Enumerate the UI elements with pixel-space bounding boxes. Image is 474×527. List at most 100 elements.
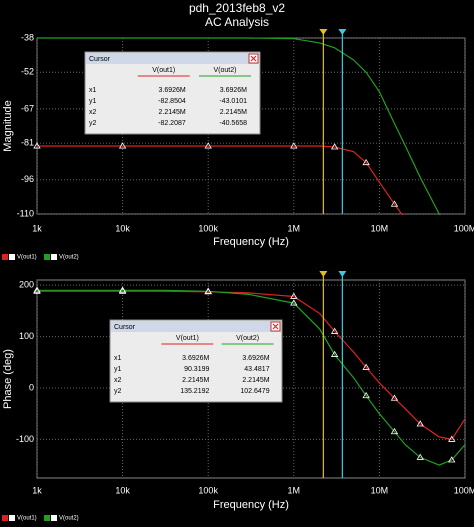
point-marker: [330, 327, 339, 334]
y-tick-label: -110: [17, 208, 34, 218]
cursor-handle[interactable]: [319, 29, 328, 35]
cursor-handle[interactable]: [338, 29, 347, 35]
cursor-box: [109, 319, 283, 403]
legend-label: V(out2): [59, 516, 79, 522]
column-header: V(out2): [214, 67, 237, 74]
row-label: y1: [114, 366, 122, 373]
legend-swatch: [2, 254, 8, 260]
x-tick-label: 10M: [371, 223, 389, 233]
cursor-value: 2.2145M: [242, 377, 269, 384]
point-marker: [330, 143, 339, 150]
x-tick-label: 100k: [198, 485, 218, 495]
point-marker: [448, 456, 456, 463]
cursor-value: 3.6926M: [159, 87, 186, 94]
close-button[interactable]: [270, 321, 281, 332]
point-marker: [204, 287, 212, 294]
close-button[interactable]: [248, 53, 259, 64]
y-tick-label: -67: [21, 103, 34, 113]
column-header: V(out1): [176, 335, 199, 342]
cursor-value: -43.0101: [219, 98, 247, 105]
x-tick-label: 100M: [454, 485, 474, 495]
point-marker: [290, 142, 298, 149]
point-marker: [390, 427, 399, 435]
cursor-value: 3.6926M: [182, 355, 209, 362]
cursor-value: 2.2145M: [220, 109, 247, 116]
x-tick-label: 1k: [32, 223, 42, 233]
point-marker: [416, 453, 424, 460]
y-tick-label: -96: [21, 174, 34, 184]
legend-label: V(out1): [17, 516, 37, 522]
point-marker: [362, 158, 370, 166]
y-tick-label: 0: [29, 382, 34, 392]
cursor-value: 102.6479: [240, 388, 269, 395]
point-marker: [118, 142, 127, 149]
cursor-value: -40.5658: [219, 120, 247, 127]
cursor-box-titlebar: [86, 53, 259, 64]
point-marker: [290, 292, 298, 299]
x-tick-label: 1M: [288, 485, 301, 495]
cursor-box-title: Cursor: [89, 56, 111, 63]
point-marker: [33, 286, 41, 293]
cursor-handle[interactable]: [338, 271, 347, 277]
cursor-box-title: Cursor: [114, 324, 136, 331]
row-label: x2: [114, 377, 122, 384]
y-axis-label: Magnitude: [2, 100, 14, 151]
point-marker: [362, 391, 370, 399]
legend-check: [51, 515, 57, 521]
cursor-value: 3.6926M: [220, 87, 247, 94]
cursor-box-titlebar: [111, 321, 281, 332]
x-tick-label: 100M: [454, 223, 474, 233]
row-label: x2: [89, 109, 97, 116]
legend-check: [9, 254, 15, 260]
y-tick-label: -81: [21, 137, 34, 147]
y-tick-label: -52: [21, 67, 34, 77]
series-line: [37, 145, 404, 215]
y-axis-label: Phase (deg): [2, 349, 14, 409]
legend-label: V(out1): [17, 255, 37, 261]
cursor-value: 90.3199: [184, 366, 209, 373]
column-header: V(out1): [152, 67, 175, 74]
cursor-value: -82.2087: [158, 120, 186, 127]
point-marker: [204, 142, 212, 149]
y-tick-label: -38: [21, 32, 34, 42]
cursor-value: 3.6926M: [242, 355, 269, 362]
point-marker: [33, 142, 41, 149]
point-marker: [416, 420, 424, 427]
row-label: y2: [114, 388, 122, 395]
window-title: pdh_2013feb8_v2: [189, 1, 285, 15]
close-x: [272, 323, 279, 330]
legend-swatch: [2, 515, 8, 521]
y-tick-label: -100: [16, 434, 34, 444]
legend-label: V(out2): [59, 255, 79, 261]
legend-check: [51, 254, 57, 260]
series-line: [37, 289, 465, 466]
cursor-value: 135.2192: [180, 388, 209, 395]
column-header: V(out2): [236, 335, 259, 342]
cursor-handle[interactable]: [319, 271, 328, 277]
cursor-box: [84, 51, 261, 135]
point-marker: [390, 200, 399, 207]
y-tick-label: 200: [19, 280, 34, 290]
x-tick-label: 10M: [371, 485, 389, 495]
x-tick-label: 10k: [115, 485, 130, 495]
cursor-value: -82.8504: [158, 98, 186, 105]
row-label: y2: [89, 120, 97, 127]
legend-check: [9, 515, 15, 521]
analysis-title: AC Analysis: [205, 15, 269, 29]
y-tick-label: 100: [19, 331, 34, 341]
legend-swatch: [44, 515, 50, 521]
cursor-value: 2.2145M: [182, 377, 209, 384]
point-marker: [330, 350, 339, 357]
row-label: y1: [89, 98, 97, 105]
cursor-value: 43.4817: [244, 366, 269, 373]
point-marker: [290, 299, 298, 306]
row-label: x1: [89, 87, 97, 94]
x-tick-label: 1M: [288, 223, 301, 233]
point-marker: [448, 435, 456, 442]
series-line: [37, 37, 441, 215]
close-x: [250, 55, 257, 62]
row-label: x1: [114, 355, 122, 362]
point-marker: [390, 394, 399, 401]
point-marker: [118, 286, 127, 293]
